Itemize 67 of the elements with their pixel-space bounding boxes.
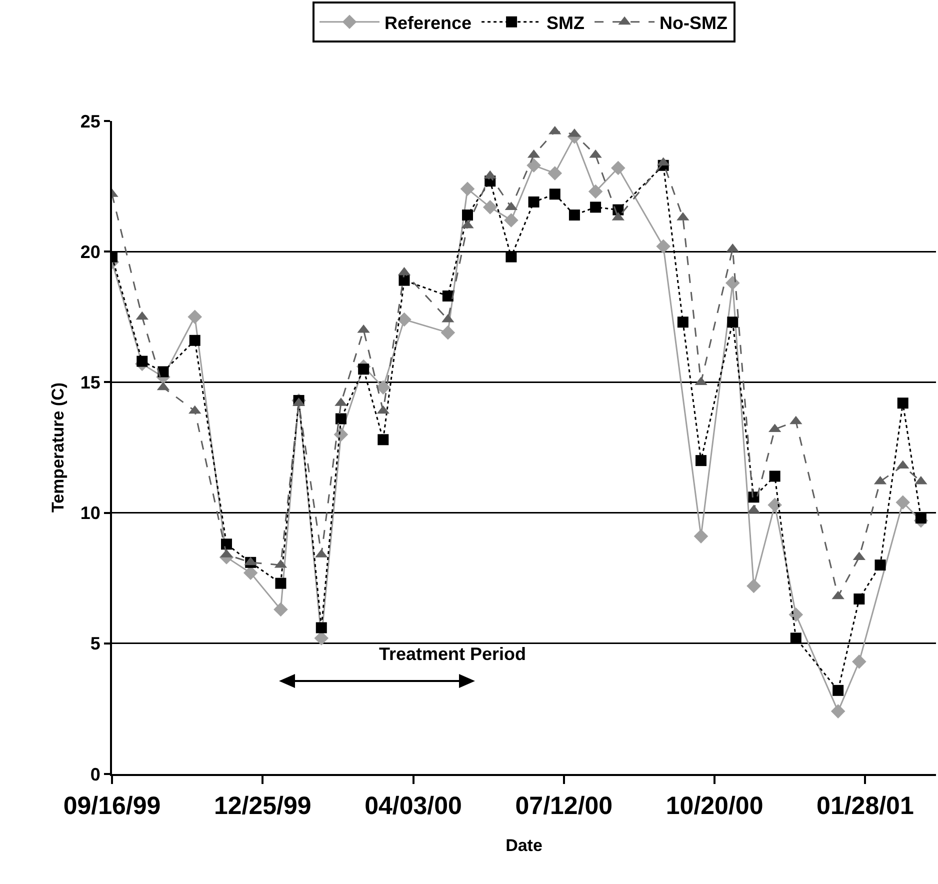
point	[588, 184, 603, 199]
point	[358, 364, 370, 375]
point	[548, 166, 562, 180]
point	[915, 512, 926, 524]
point	[896, 495, 910, 510]
x-axis-title: Date	[506, 836, 542, 855]
point	[440, 325, 456, 340]
point	[568, 210, 580, 221]
legend-label: Reference	[384, 12, 472, 33]
legend-label: No-SMZ	[660, 12, 728, 33]
point	[274, 602, 288, 617]
point	[188, 310, 202, 324]
point	[830, 704, 846, 718]
point	[378, 434, 389, 446]
point	[335, 413, 346, 424]
point	[677, 316, 688, 328]
point	[506, 251, 517, 262]
point	[790, 632, 802, 644]
point	[189, 334, 200, 346]
point	[442, 290, 454, 302]
point	[504, 213, 518, 228]
point	[611, 160, 626, 176]
point	[549, 188, 560, 200]
x-tick-label: 09/16/99	[63, 792, 161, 820]
y-tick-label: 10	[80, 503, 100, 524]
point	[656, 239, 670, 254]
point	[462, 210, 474, 221]
point	[376, 380, 390, 395]
point	[696, 455, 706, 466]
point	[397, 312, 412, 327]
point	[590, 202, 602, 213]
point	[897, 398, 908, 409]
point	[854, 594, 865, 604]
legend-label: SMZ	[546, 12, 585, 33]
annotation: Treatment Period	[379, 644, 526, 664]
y-tick-label: 5	[90, 634, 100, 654]
point	[316, 622, 327, 634]
point	[275, 578, 286, 589]
y-tick-label: 15	[80, 372, 100, 392]
point	[243, 566, 258, 580]
point	[725, 276, 740, 290]
y-tick-label: 25	[80, 111, 100, 132]
point	[788, 608, 804, 622]
point	[136, 356, 148, 367]
y-axis-title: Temperature (C)	[48, 382, 68, 513]
point	[460, 182, 475, 196]
point	[526, 158, 541, 173]
point	[398, 274, 410, 286]
x-tick-label: 07/12/00	[515, 792, 613, 820]
point	[769, 470, 780, 482]
x-tick-label: 10/20/00	[666, 792, 764, 820]
y-tick-label: 0	[90, 764, 100, 784]
point	[220, 538, 232, 550]
point	[874, 560, 886, 571]
point	[832, 684, 844, 696]
y-tick-label: 20	[80, 242, 100, 262]
x-tick-label: 01/28/01	[816, 792, 914, 820]
point	[768, 498, 782, 512]
point	[694, 529, 708, 544]
point	[482, 200, 498, 214]
point	[314, 631, 329, 646]
x-tick-label: 12/25/99	[214, 792, 312, 820]
point	[528, 196, 540, 208]
point	[746, 578, 761, 594]
point	[727, 316, 738, 328]
point	[852, 654, 866, 669]
x-tick-label: 04/03/00	[364, 792, 462, 820]
